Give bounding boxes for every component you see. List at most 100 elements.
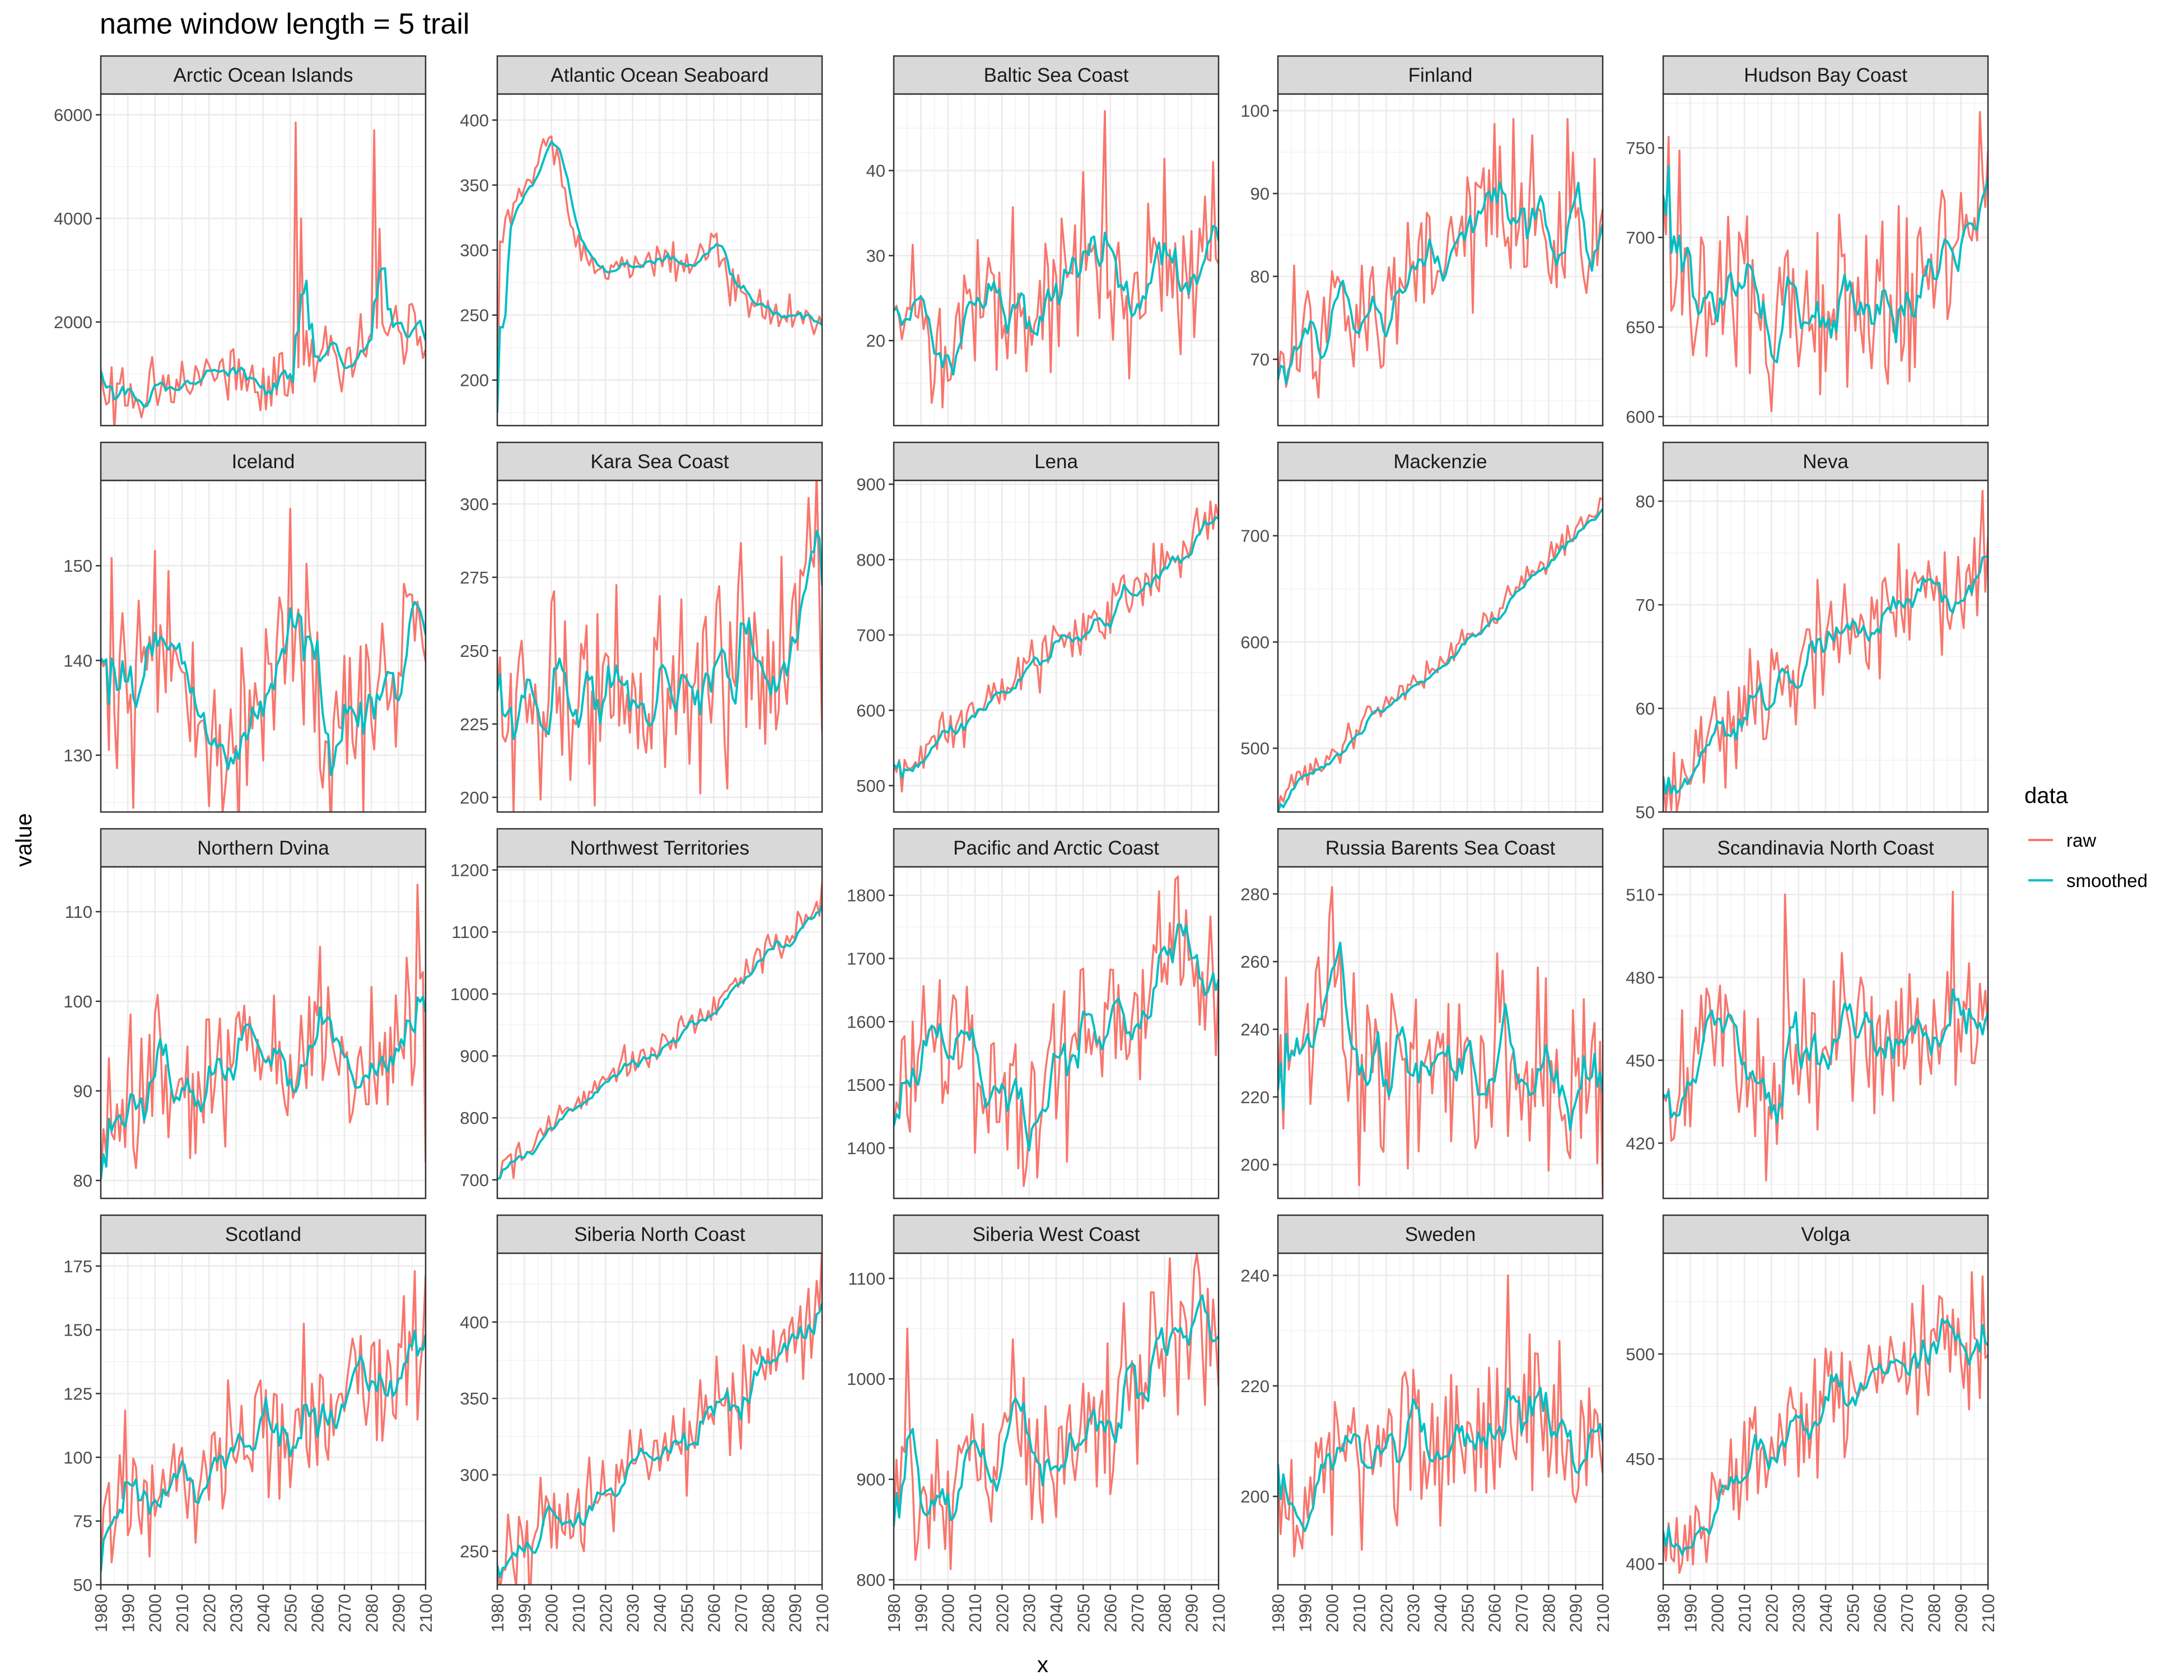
facet-strip	[1662, 441, 1989, 482]
x-tick-label: 2020	[1762, 1594, 1781, 1632]
y-tick-label: 600	[1240, 632, 1270, 652]
y-tick-label: 1200	[450, 861, 489, 880]
x-tick-label: 2010	[1350, 1594, 1369, 1632]
x-tick-label: 2080	[1924, 1594, 1944, 1632]
y-tick-label: 200	[1240, 1155, 1270, 1175]
y-tick-label: 6000	[54, 105, 92, 125]
facet-strip-label: Siberia North Coast	[574, 1224, 745, 1245]
x-tick-label: 1980	[1268, 1594, 1288, 1632]
series-raw-line	[101, 507, 426, 812]
y-tick-label: 750	[1626, 138, 1655, 158]
y-tick-label: 250	[460, 306, 489, 325]
facet-strip-label: Northwest Territories	[570, 837, 749, 859]
series-smoothed-line	[1663, 165, 1988, 363]
y-tick-label: 80	[73, 1171, 92, 1191]
x-tick-label: 2080	[362, 1594, 381, 1632]
legend: data raw smoothed	[2024, 783, 2148, 896]
y-tick-label: 220	[1240, 1088, 1270, 1107]
facet-strip-label: Scandinavia North Coast	[1717, 837, 1934, 859]
facet-strip	[893, 828, 1220, 868]
y-tick-label: 225	[460, 715, 489, 734]
panel-border	[496, 93, 823, 427]
x-tick-label: 2070	[1128, 1594, 1147, 1632]
x-tick-label: 2060	[1485, 1594, 1505, 1632]
series-raw-line	[894, 500, 1219, 793]
facet-strip	[100, 441, 427, 482]
y-tick-label: 300	[460, 241, 489, 260]
x-tick-label: 1990	[1295, 1594, 1315, 1632]
y-tick-label: 260	[1240, 952, 1270, 972]
series-raw-line	[894, 1253, 1219, 1570]
y-tick-label: 140	[63, 651, 92, 670]
facet-strip	[496, 1214, 823, 1254]
panel-border	[496, 479, 823, 813]
series-raw-line	[101, 1270, 426, 1572]
facet-strip-label: Pacific and Arctic Coast	[953, 837, 1159, 859]
panel-border	[893, 479, 1220, 813]
panel-border	[100, 479, 427, 813]
y-tick-label: 200	[460, 788, 489, 808]
series-smoothed-line	[894, 923, 1219, 1152]
facet-panel: Sweden 200 220 240 1980 1990 2000 2010 2020 2030 2…	[1240, 1214, 1613, 1632]
x-tick-label: 2060	[1101, 1594, 1121, 1632]
facet-strip	[100, 55, 427, 95]
series-smoothed-line	[497, 905, 822, 1180]
panel-border	[1662, 479, 1989, 813]
y-tick-label: 150	[63, 556, 92, 576]
y-tick-label: 1000	[450, 984, 489, 1004]
x-tick-label: 2040	[1816, 1594, 1836, 1632]
x-tick-label: 2000	[939, 1594, 958, 1632]
series-raw-line	[1663, 890, 1988, 1182]
facet-strip-label: Neva	[1803, 451, 1849, 473]
facet-panel: Mackenzie 500 600 700	[1240, 441, 1604, 813]
series-smoothed-line	[497, 530, 822, 740]
x-tick-label: 2090	[1182, 1594, 1202, 1632]
series-smoothed-line	[1278, 508, 1603, 812]
panel-border	[893, 93, 1220, 427]
facet-strip	[100, 1214, 427, 1254]
series-smoothed-line	[1663, 988, 1988, 1124]
y-tick-label: 30	[866, 246, 885, 265]
x-tick-label: 2040	[1431, 1594, 1450, 1632]
y-tick-label: 500	[1240, 739, 1270, 758]
x-tick-label: 2030	[227, 1594, 246, 1632]
series-smoothed-line	[1278, 941, 1603, 1131]
series-smoothed-line	[497, 1303, 822, 1579]
y-tick-label: 400	[460, 110, 489, 130]
facet-panel: Pacific and Arctic Coast 1400 1500 1600 1700…	[847, 828, 1220, 1200]
facet-strip-label: Arctic Ocean Islands	[174, 64, 353, 86]
series-smoothed-line	[894, 1294, 1219, 1527]
y-tick-label: 350	[460, 176, 489, 195]
facet-strip-label: Russia Barents Sea Coast	[1326, 837, 1556, 859]
y-tick-label: 110	[65, 902, 92, 922]
facet-strip-label: Hudson Bay Coast	[1744, 64, 1907, 86]
x-tick-label: 2030	[623, 1594, 643, 1632]
x-tick-label: 2100	[1593, 1594, 1613, 1632]
facet-panel: Scotland 50 75 100 125 150 175 1980 1990 2000 2010…	[63, 1214, 436, 1632]
facet-strip-label: Mackenzie	[1393, 451, 1487, 473]
x-tick-label: 2050	[281, 1594, 300, 1632]
facet-strip-label: Sweden	[1405, 1224, 1476, 1245]
y-tick-label: 700	[1626, 228, 1655, 248]
x-axis-title: x	[1037, 1653, 1048, 1677]
x-tick-label: 1980	[91, 1594, 111, 1632]
facet-strip-label: Northern Dvina	[197, 837, 329, 859]
facet-panels: Arctic Ocean Islands 2000 4000 6000 Atlantic…	[54, 55, 1998, 1632]
series-smoothed-line	[497, 140, 822, 413]
y-tick-label: 800	[460, 1108, 489, 1128]
y-tick-label: 1600	[847, 1012, 885, 1032]
x-tick-label: 2100	[1209, 1594, 1229, 1632]
y-tick-label: 1700	[847, 949, 885, 969]
x-tick-label: 2090	[1952, 1594, 1971, 1632]
facet-panel: Siberia North Coast 250 300 350 400 1980 1990 2…	[460, 1214, 832, 1632]
x-tick-label: 2100	[416, 1594, 436, 1632]
facet-panel: Baltic Sea Coast 20 30 40	[866, 55, 1220, 427]
y-tick-label: 450	[1626, 1051, 1655, 1070]
y-tick-label: 100	[1240, 101, 1270, 121]
series-smoothed-line	[1663, 1318, 1988, 1556]
facet-panel: Neva 50 60 70 80	[1636, 441, 1989, 822]
y-tick-label: 220	[1240, 1376, 1270, 1396]
y-tick-label: 700	[460, 1170, 489, 1190]
chart-title: name window length = 5 trail	[100, 8, 470, 40]
x-tick-label: 1990	[1681, 1594, 1700, 1632]
